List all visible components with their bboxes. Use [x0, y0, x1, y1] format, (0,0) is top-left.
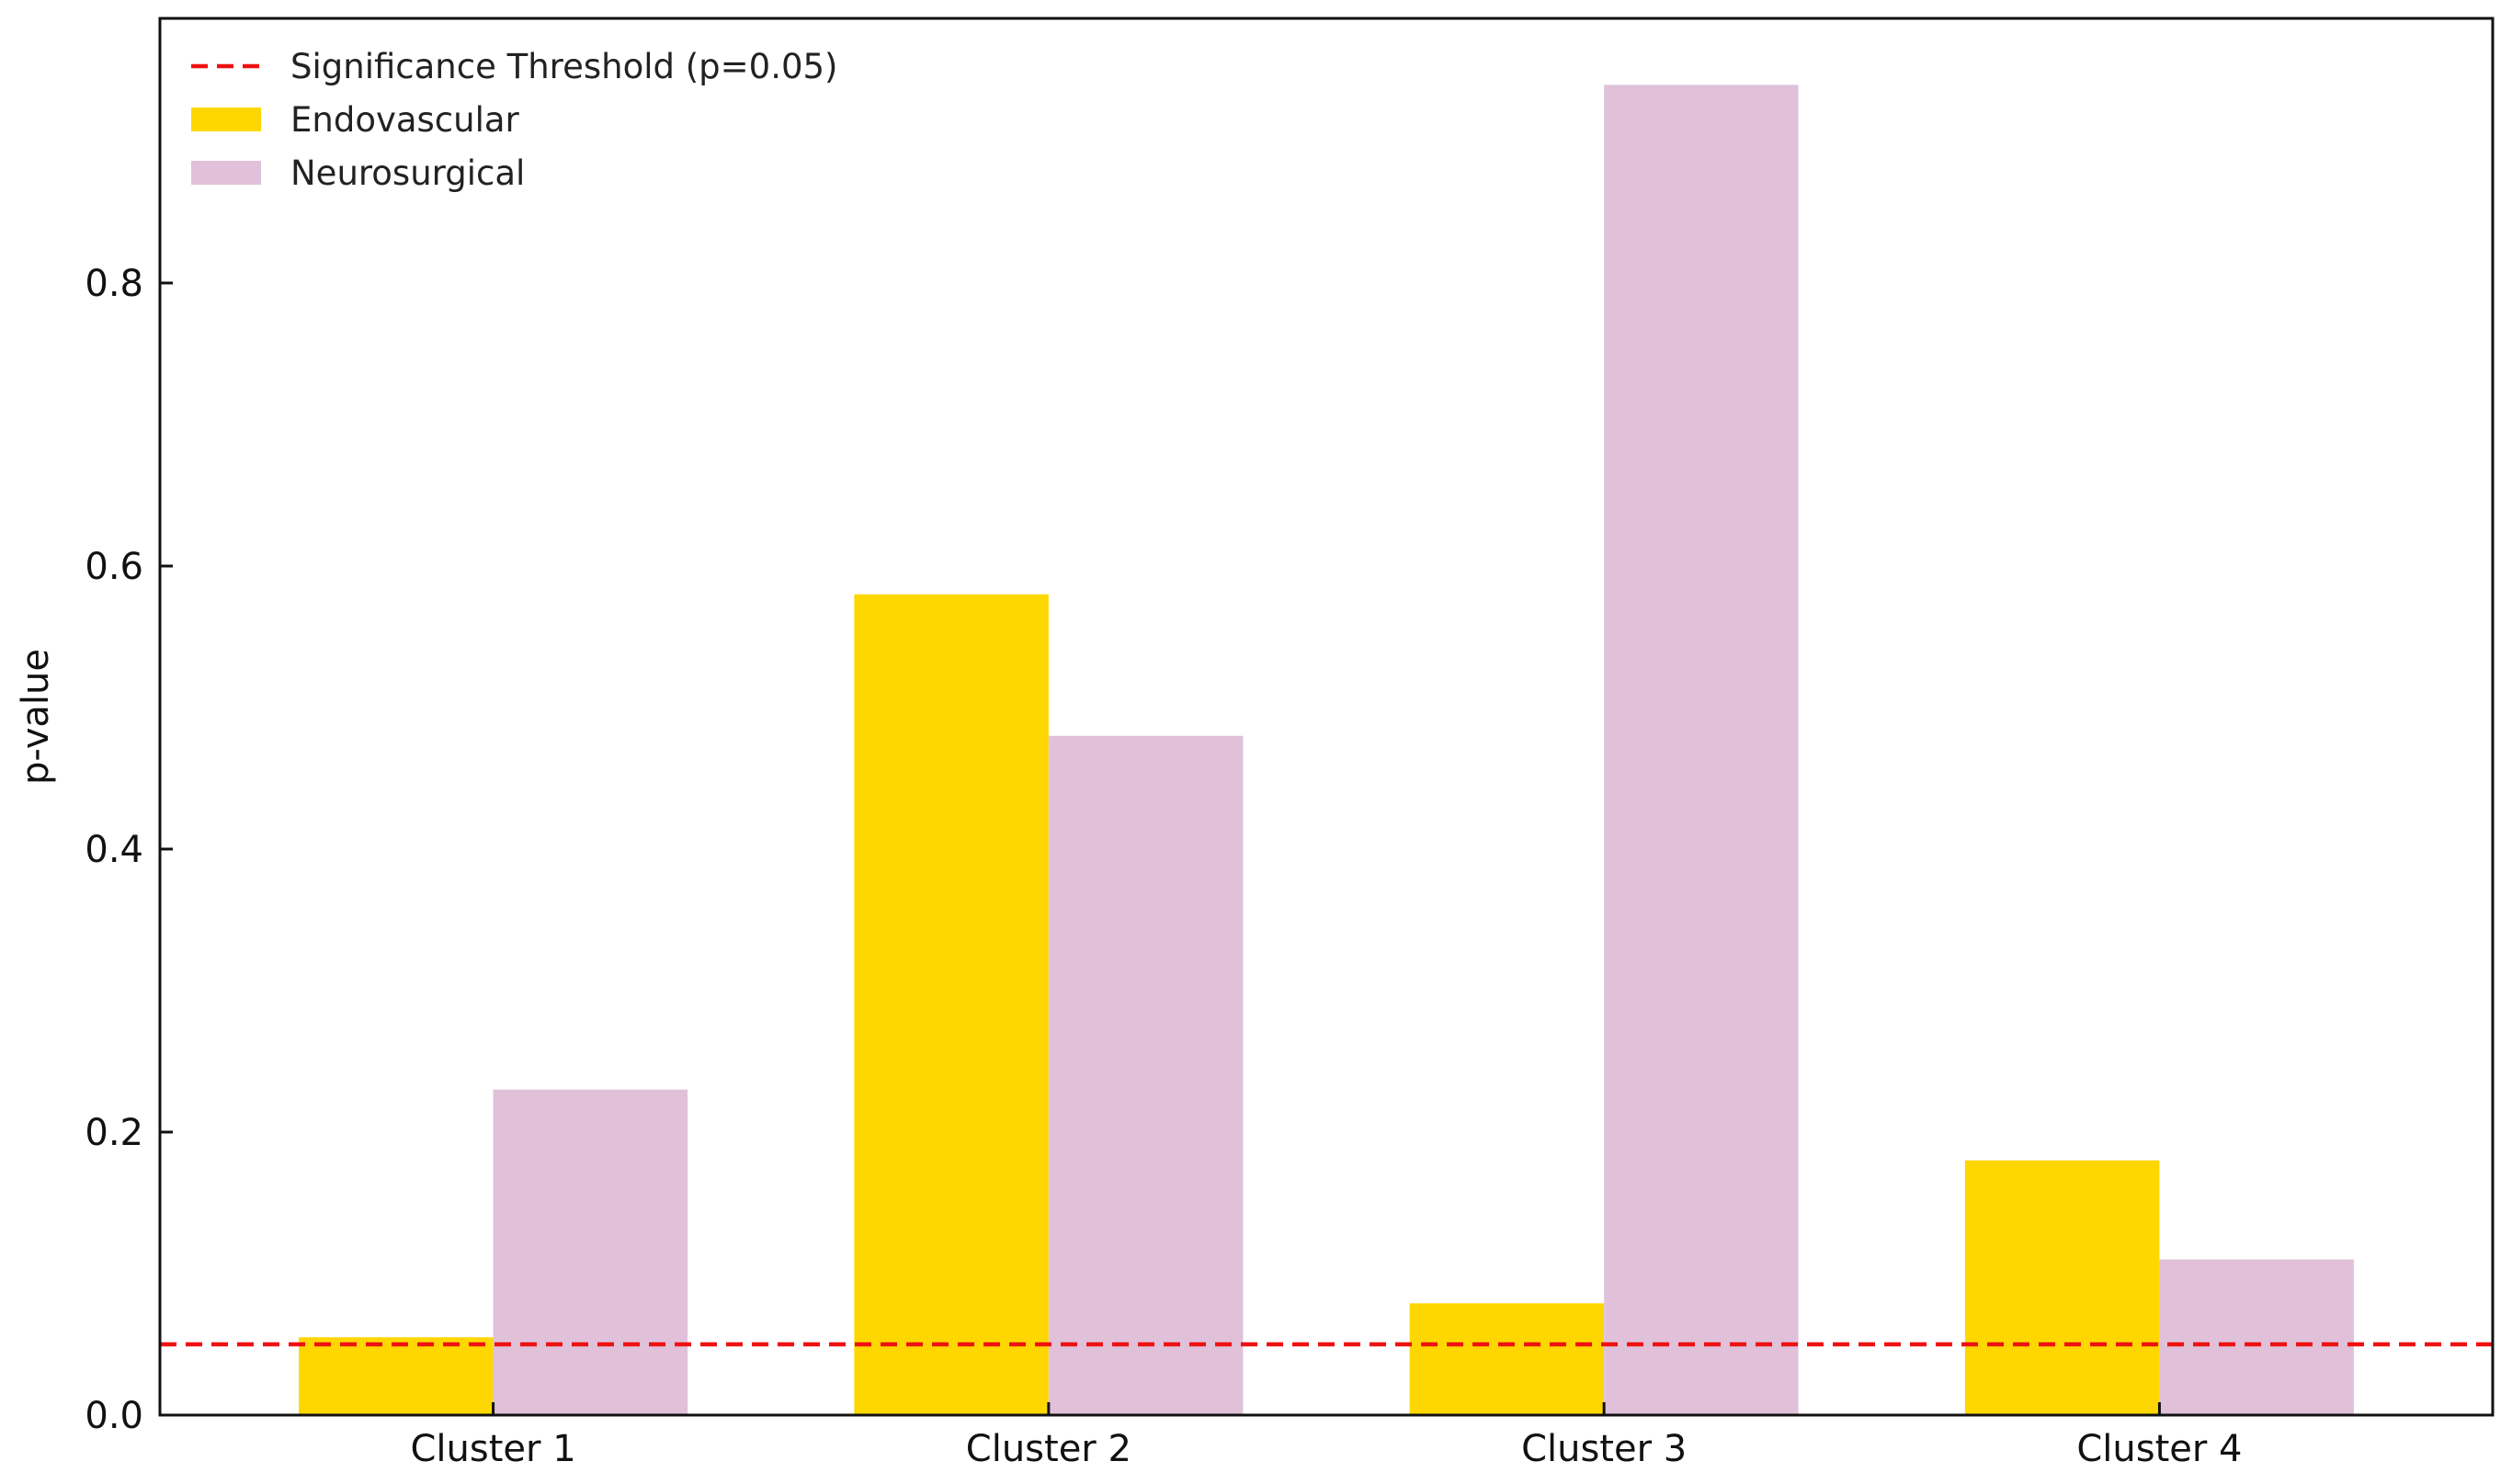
bar-neurosurgical-cluster-3 [1604, 85, 1799, 1415]
bar-neurosurgical-cluster-1 [493, 1089, 688, 1415]
y-axis-label: p-value [15, 649, 57, 785]
x-axis-ticks: Cluster 1 Cluster 2 Cluster 3 Cluster 4 [411, 1402, 2242, 1470]
y-tick-label: 0.8 [85, 263, 143, 305]
plot-frame [158, 17, 2495, 1417]
legend-endovascular-swatch [191, 108, 261, 131]
bar-endovascular-cluster-2 [854, 594, 1049, 1415]
y-tick-label: 0.4 [85, 829, 143, 871]
legend-threshold-label: Significance Threshold (p=0.05) [290, 47, 837, 86]
y-tick-label: 0.6 [85, 546, 143, 588]
x-tick-label: Cluster 3 [1521, 1428, 1687, 1470]
y-tick-label: 0.0 [85, 1395, 143, 1437]
bar-endovascular-cluster-3 [1409, 1303, 1605, 1415]
legend-neurosurgical-label: Neurosurgical [290, 153, 525, 193]
x-tick-label: Cluster 4 [2076, 1428, 2242, 1470]
y-tick-label: 0.2 [85, 1112, 143, 1154]
bar-endovascular-cluster-1 [299, 1337, 494, 1415]
legend: Significance Threshold (p=0.05) Endovasc… [191, 47, 837, 193]
legend-neurosurgical-swatch [191, 161, 261, 185]
bars-layer [299, 85, 2354, 1415]
x-tick-label: Cluster 1 [411, 1428, 576, 1470]
bar-neurosurgical-cluster-4 [2159, 1259, 2354, 1415]
bar-neurosurgical-cluster-2 [1048, 735, 1244, 1415]
legend-endovascular-label: Endovascular [290, 100, 520, 140]
bar-endovascular-cluster-4 [1964, 1160, 2160, 1415]
y-axis-ticks: 0.0 0.2 0.4 0.6 0.8 [85, 263, 173, 1437]
x-tick-label: Cluster 2 [966, 1428, 1131, 1470]
